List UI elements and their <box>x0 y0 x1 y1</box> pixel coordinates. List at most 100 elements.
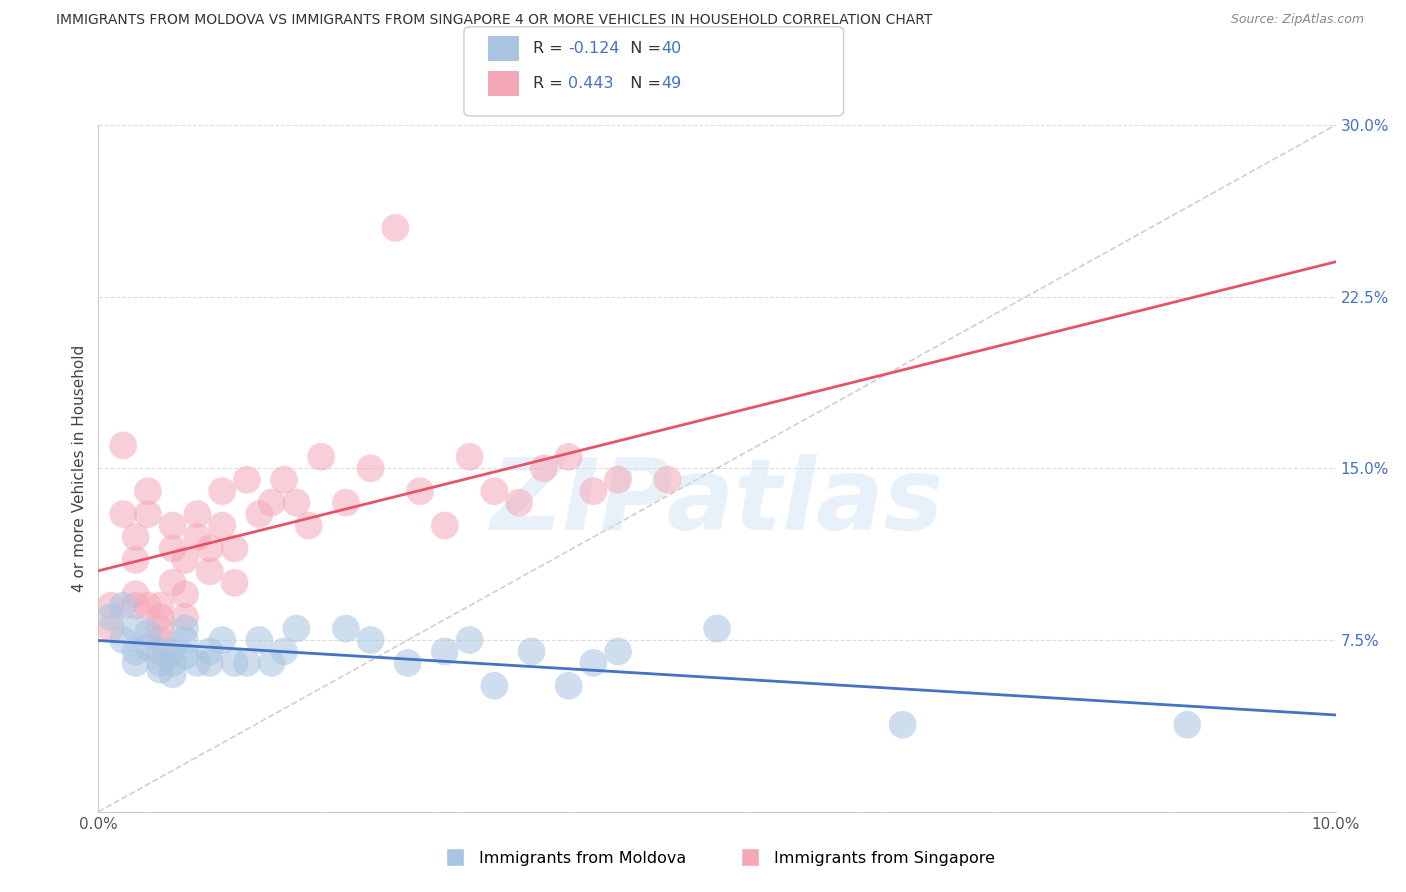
Point <box>186 507 208 521</box>
Point <box>273 644 295 658</box>
Point <box>607 644 630 658</box>
Point <box>211 633 233 648</box>
Point <box>198 565 221 579</box>
Point <box>136 626 159 640</box>
Point <box>162 656 184 670</box>
Point <box>458 633 481 648</box>
Text: N =: N = <box>620 41 666 55</box>
Point <box>236 656 259 670</box>
Text: 49: 49 <box>661 77 681 91</box>
Point <box>198 656 221 670</box>
Point <box>174 610 197 624</box>
Point <box>211 484 233 499</box>
Point <box>149 622 172 636</box>
Text: R =: R = <box>533 41 568 55</box>
Point <box>433 644 456 658</box>
Point <box>360 461 382 475</box>
Point <box>136 484 159 499</box>
Point <box>309 450 332 464</box>
Point <box>484 484 506 499</box>
Point <box>162 667 184 681</box>
Text: 40: 40 <box>661 41 681 55</box>
Text: N =: N = <box>620 77 666 91</box>
Text: Source: ZipAtlas.com: Source: ZipAtlas.com <box>1230 13 1364 27</box>
Point <box>198 541 221 556</box>
Point <box>607 473 630 487</box>
Point <box>409 484 432 499</box>
Point <box>273 473 295 487</box>
Point <box>149 644 172 658</box>
Point <box>335 495 357 509</box>
Point <box>484 679 506 693</box>
Point <box>100 622 122 636</box>
Y-axis label: 4 or more Vehicles in Household: 4 or more Vehicles in Household <box>72 344 87 592</box>
Point <box>136 640 159 654</box>
Point <box>582 484 605 499</box>
Point <box>224 541 246 556</box>
Point <box>657 473 679 487</box>
Point <box>433 518 456 533</box>
Point <box>149 610 172 624</box>
Text: 0.443: 0.443 <box>568 77 613 91</box>
Point <box>124 622 146 636</box>
Point <box>162 541 184 556</box>
Point <box>136 507 159 521</box>
Point <box>582 656 605 670</box>
Point <box>174 622 197 636</box>
Point <box>162 644 184 658</box>
Point <box>360 633 382 648</box>
Point <box>891 717 914 731</box>
Point <box>112 599 135 613</box>
Point <box>149 599 172 613</box>
Point <box>186 530 208 544</box>
Point <box>162 575 184 590</box>
Point <box>198 644 221 658</box>
Point <box>706 622 728 636</box>
Point <box>533 461 555 475</box>
Point <box>557 450 579 464</box>
Point <box>335 622 357 636</box>
Point <box>149 656 172 670</box>
Point <box>520 644 543 658</box>
Point <box>174 553 197 567</box>
Text: -0.124: -0.124 <box>568 41 620 55</box>
Point <box>458 450 481 464</box>
Point <box>112 438 135 452</box>
Point <box>124 644 146 658</box>
Point <box>557 679 579 693</box>
Point <box>174 633 197 648</box>
Point <box>236 473 259 487</box>
Point <box>247 633 270 648</box>
Point <box>136 599 159 613</box>
Point <box>285 495 308 509</box>
Point <box>149 633 172 648</box>
Point <box>260 656 283 670</box>
Point <box>124 530 146 544</box>
Point <box>112 633 135 648</box>
Point <box>260 495 283 509</box>
Point <box>149 663 172 677</box>
Text: IMMIGRANTS FROM MOLDOVA VS IMMIGRANTS FROM SINGAPORE 4 OR MORE VEHICLES IN HOUSE: IMMIGRANTS FROM MOLDOVA VS IMMIGRANTS FR… <box>56 13 932 28</box>
Point <box>224 656 246 670</box>
Point <box>224 575 246 590</box>
Legend: Immigrants from Moldova, Immigrants from Singapore: Immigrants from Moldova, Immigrants from… <box>433 845 1001 872</box>
Point <box>384 221 406 235</box>
Point <box>100 599 122 613</box>
Point <box>186 656 208 670</box>
Point <box>285 622 308 636</box>
Point <box>247 507 270 521</box>
Point <box>100 610 122 624</box>
Point <box>124 656 146 670</box>
Text: R =: R = <box>533 77 568 91</box>
Point <box>174 648 197 663</box>
Point <box>1175 717 1198 731</box>
Text: ZIPatlas: ZIPatlas <box>491 454 943 551</box>
Point <box>508 495 530 509</box>
Point <box>396 656 419 670</box>
Point <box>124 587 146 601</box>
Point <box>211 518 233 533</box>
Point <box>162 518 184 533</box>
Point <box>112 507 135 521</box>
Point <box>124 599 146 613</box>
Point <box>298 518 321 533</box>
